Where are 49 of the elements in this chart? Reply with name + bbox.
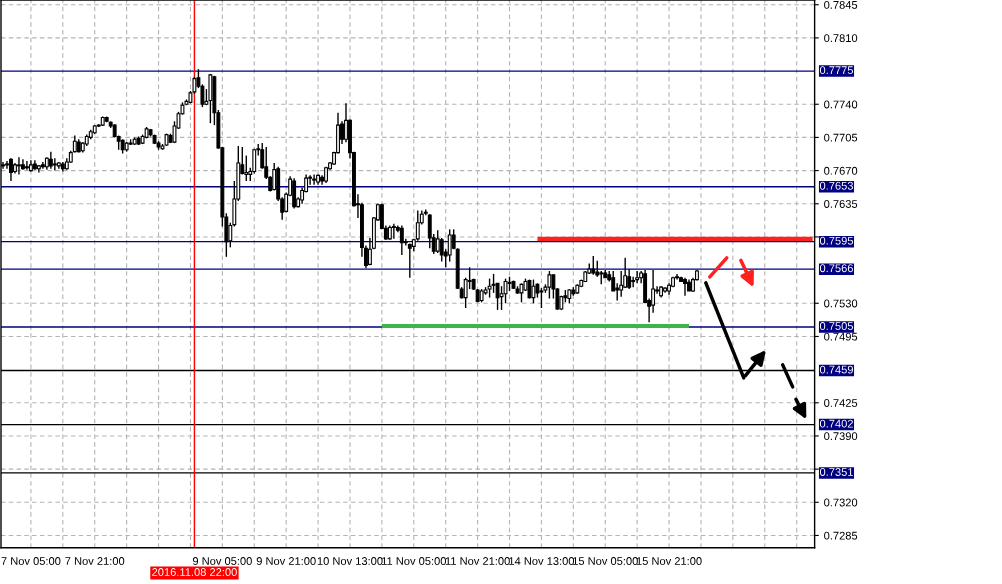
x-tick-label: 2016.11.08 22:00 [152,568,237,576]
x-tick-label: 15 Nov 21:00 [636,557,702,565]
x-tick-label: 11 Nov 05:00 [382,557,446,565]
x-tick-label: 9 Nov 21:00 [256,557,316,565]
ref-line-label: 0.7505 [819,322,854,330]
x-tick-label: 9 Nov 05:00 [192,557,252,565]
y-tick-label: 0.7810 [824,34,858,43]
ref-line-label: 0.7459 [819,365,853,374]
candlestick [427,213,432,250]
candlestick [447,228,452,263]
candlestick [5,160,9,170]
y-tick-label: 0.7285 [824,531,858,540]
ref-line-label: 0.7653 [819,181,853,190]
y-tick-label: 0.7530 [824,299,858,308]
y-tick-label: 0.7425 [824,399,858,407]
ref-line-label: 0.7595 [819,236,854,245]
y-tick-label: 0.7320 [824,498,858,507]
candlestick [491,273,496,294]
y-tick-label: 0.7740 [824,100,858,109]
y-tick-label: 0.7390 [824,432,858,441]
y-tick-label: 0.7705 [824,133,858,142]
x-tick-label: 11 Nov 21:00 [445,557,510,565]
ref-line-label: 0.7351 [819,468,853,476]
x-tick-label: 14 Nov 13:00 [509,557,575,565]
candlestick [52,157,57,172]
ref-line-label: 0.7566 [819,264,853,273]
y-tick-label: 0.7845 [824,1,858,9]
y-tick-label: 0.7635 [824,200,858,208]
candlestick [627,268,632,290]
candlestick [619,270,624,298]
x-tick-label: 10 Nov 13:00 [317,557,383,565]
candlestick [539,287,544,309]
candlestick [683,276,687,297]
candlestick [547,270,552,300]
x-tick-label: 7 Nov 05:00 [1,557,61,565]
candlestick [439,237,444,263]
y-tick-label: 0.7495 [824,332,858,341]
candlestick [9,157,13,182]
candlestick [495,282,500,311]
ref-line-label: 0.7402 [819,419,853,428]
candlestick [531,278,536,304]
x-tick-label: 7 Nov 21:00 [65,557,125,565]
x-tick-label: 15 Nov 05:00 [573,557,638,565]
candlestick [407,242,412,279]
ref-line-label: 0.7775 [819,66,854,75]
candlestick [519,282,524,304]
y-tick-label: 0.7670 [824,166,858,175]
candlestick [611,270,616,292]
candlestick [487,277,492,299]
